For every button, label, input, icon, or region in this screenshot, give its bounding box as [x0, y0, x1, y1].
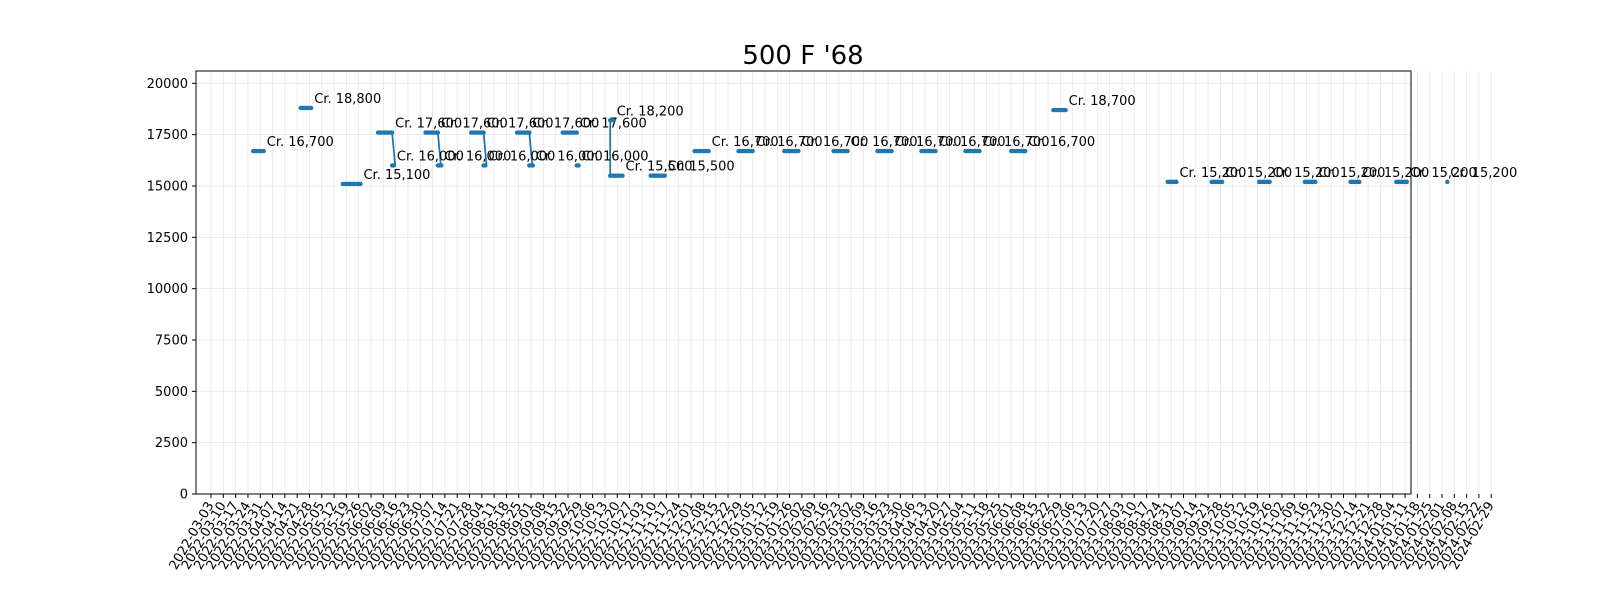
series-point: [527, 130, 532, 135]
data-label: Cr. 16,700: [939, 135, 1006, 150]
y-tick-label: 20000: [147, 77, 188, 92]
data-label: Cr. 17,600: [441, 117, 508, 132]
y-tick-label: 15000: [147, 179, 188, 194]
data-label: Cr. 15,200: [1179, 166, 1246, 181]
y-tick-label: 17500: [147, 128, 188, 143]
data-label: Cr. 15,200: [1225, 166, 1292, 181]
data-label: Cr. 16,000: [536, 149, 603, 164]
series-point: [1313, 179, 1318, 185]
series-point: [1219, 179, 1225, 185]
series-connector: [528, 132, 534, 166]
series-point: [574, 130, 579, 135]
data-label: Cr. 16,700: [851, 135, 918, 150]
series-point: [309, 105, 314, 111]
data-label: Cr. 16,700: [895, 135, 962, 150]
series-point: [620, 173, 625, 178]
series-connector: [391, 132, 397, 166]
axes-frame: [195, 70, 1412, 495]
y-tick-label: 7500: [155, 333, 188, 348]
data-label: Cr. 16,700: [1028, 135, 1095, 150]
series-point: [1357, 179, 1362, 185]
data-label: Cr. 15,200: [1410, 166, 1477, 181]
y-tick-label: 2500: [155, 436, 188, 451]
data-label: Cr. 15,200: [1450, 166, 1517, 181]
series-point: [391, 163, 397, 168]
series-point: [439, 163, 444, 168]
series-point: [1445, 179, 1450, 185]
series-point: [933, 148, 938, 154]
data-label: Cr. 16,000: [488, 149, 555, 164]
data-label: Cr. 15,200: [1273, 166, 1340, 181]
data-label: Cr. 17,600: [487, 117, 554, 132]
series-point: [1063, 107, 1068, 113]
data-label: Cr. 17,600: [580, 117, 647, 132]
data-label: Cr. 16,000: [582, 149, 649, 164]
series-point: [1267, 179, 1272, 185]
series-point: [845, 148, 850, 154]
series-point: [1404, 179, 1410, 185]
y-tick-label: 0: [180, 488, 188, 503]
data-label: Cr. 17,600: [532, 117, 599, 132]
series-point: [389, 130, 395, 135]
series-point: [796, 148, 801, 154]
plot-area: 0250050007500100001250015000175002000020…: [147, 70, 1517, 572]
data-label: Cr. 15,500: [626, 160, 693, 175]
series-point: [435, 130, 441, 135]
data-label: Cr. 18,200: [617, 104, 684, 119]
y-tick-label: 5000: [155, 385, 188, 400]
series-point: [889, 148, 894, 154]
data-label: Cr. 15,500: [668, 160, 735, 175]
data-label: Cr. 15,200: [1362, 166, 1429, 181]
data-label: Cr. 15,100: [363, 168, 430, 183]
data-label: Cr. 16,700: [801, 135, 868, 150]
series-point: [576, 163, 581, 168]
series-point: [750, 148, 755, 154]
series-connector: [436, 132, 442, 166]
series-point: [483, 163, 488, 168]
data-label: Cr. 17,600: [395, 117, 462, 132]
series-point: [662, 173, 667, 178]
data-label: Cr. 16,700: [756, 135, 823, 150]
series-point: [1174, 179, 1179, 185]
y-tick-label: 12500: [147, 231, 188, 246]
data-label: Cr. 16,700: [982, 135, 1049, 150]
series-point: [358, 181, 363, 187]
chart-title: 500 F '68: [742, 41, 863, 71]
data-label: Cr. 16,700: [267, 135, 334, 150]
series-point: [706, 148, 711, 154]
data-label: Cr. 18,800: [314, 92, 381, 107]
series-point: [611, 118, 616, 123]
series-point: [481, 130, 486, 135]
series-connector: [482, 132, 488, 166]
data-label: Cr. 16,000: [397, 149, 464, 164]
data-label: Cr. 16,000: [444, 149, 511, 164]
series-point: [977, 148, 982, 154]
y-tick-label: 10000: [147, 282, 188, 297]
series-point: [530, 163, 536, 168]
series-point: [1023, 148, 1028, 154]
data-label: Cr. 18,700: [1069, 94, 1136, 109]
data-label: Cr. 15,200: [1318, 166, 1385, 181]
data-label: Cr. 16,700: [712, 135, 779, 150]
series-point: [261, 148, 266, 154]
